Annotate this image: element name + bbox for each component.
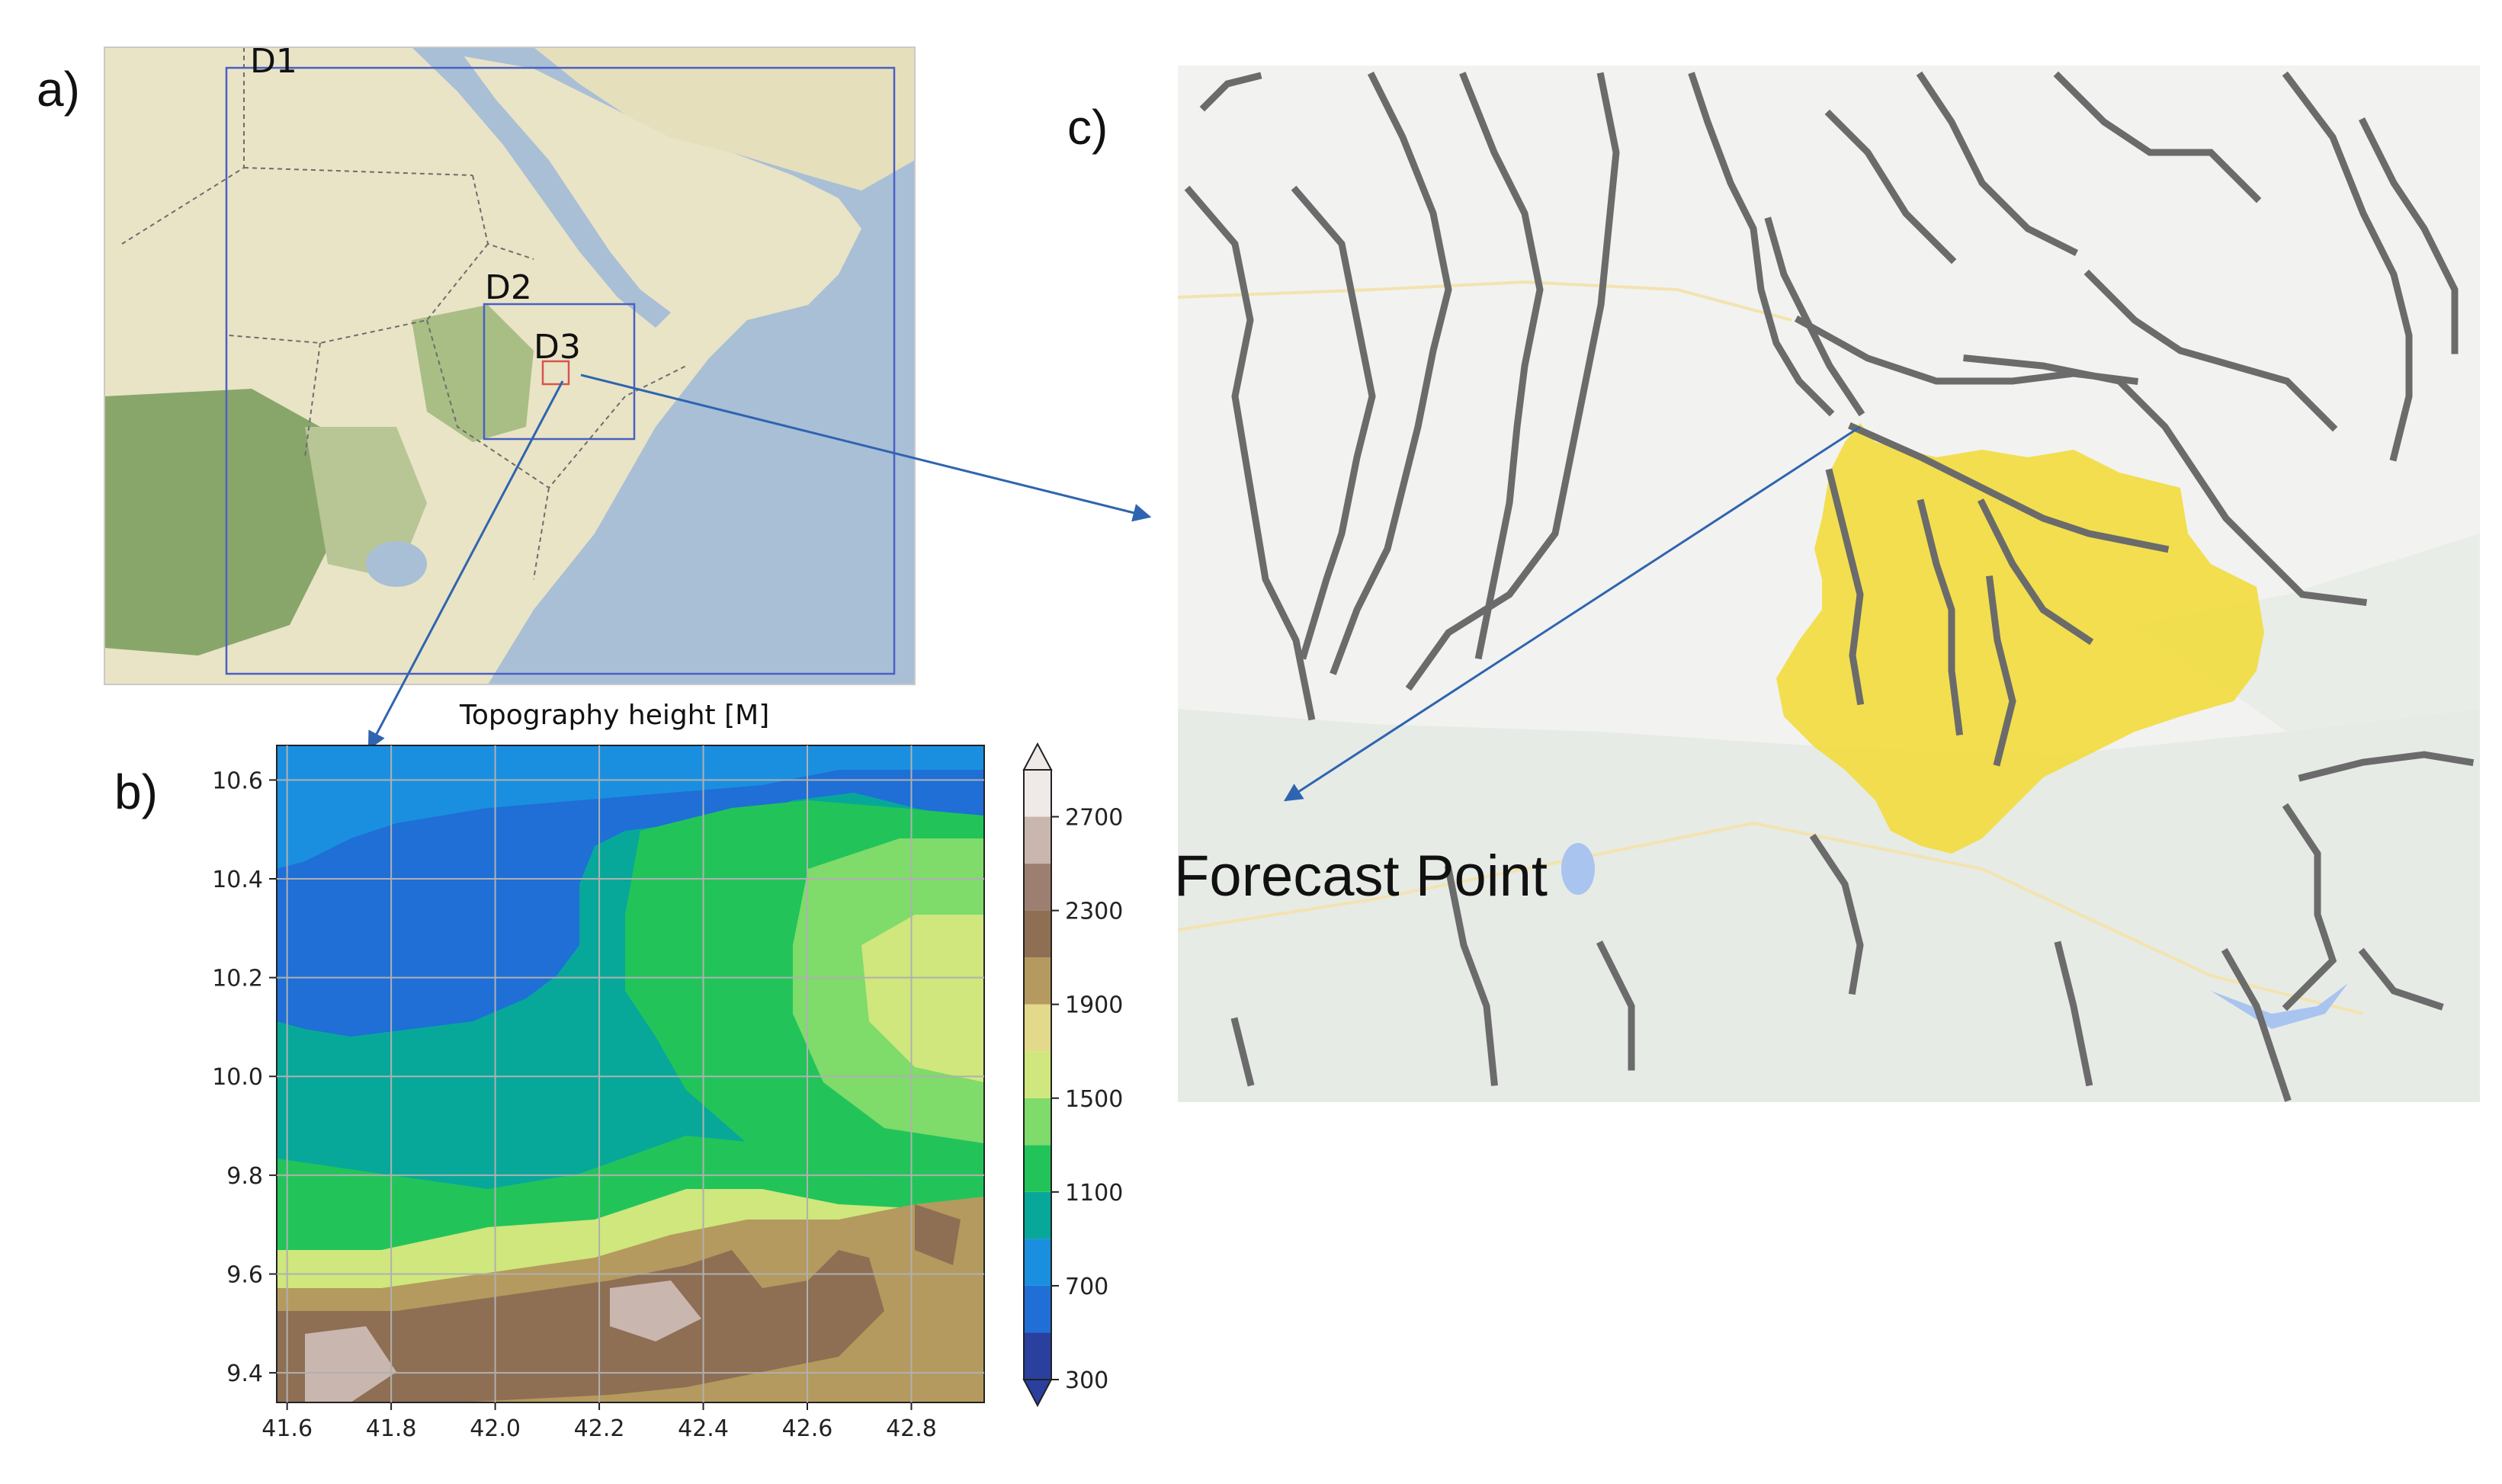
chart-grid — [277, 745, 984, 1402]
colorbar-tick-label: 1500 — [1065, 1086, 1123, 1113]
x-tick-label: 42.2 — [574, 1415, 625, 1442]
arrow-d3-to-topography — [367, 380, 564, 751]
forecast-point-label: Forecast Point — [1174, 844, 1548, 909]
domain-d1-box — [225, 66, 896, 675]
x-tick-label: 41.8 — [366, 1415, 417, 1442]
panel-b-label: b) — [114, 764, 158, 819]
colorbar-level — [1024, 1239, 1051, 1286]
colorbar-tick-label: 2700 — [1065, 805, 1123, 832]
colorbar-level — [1024, 864, 1051, 911]
colorbar-tick-label: 1900 — [1065, 992, 1123, 1019]
domain-d1-label: D1 — [250, 42, 297, 81]
colorbar-tick-label: 2300 — [1065, 899, 1123, 925]
arrow-catchment-to-forecast-point — [1283, 425, 1861, 802]
colorbar-level — [1024, 816, 1051, 864]
river-network — [1184, 71, 2475, 1102]
panel-a-label: a) — [37, 62, 80, 117]
y-tick-label: 9.6 — [226, 1261, 263, 1288]
colorbar-level — [1024, 770, 1051, 817]
y-tick-label: 9.4 — [226, 1361, 263, 1387]
topography-heatmap — [277, 745, 984, 1402]
colorbar-level — [1024, 1145, 1051, 1192]
colorbar-level — [1024, 1051, 1051, 1098]
colorbar-min-extension — [1022, 1379, 1053, 1408]
domain-d2-label: D2 — [485, 268, 532, 307]
chart-title: Topography height [M] — [460, 700, 770, 731]
x-tick-label: 42.4 — [678, 1415, 729, 1442]
y-axis-ticks: 10.6 10.4 10.2 10.0 9.8 9.6 9.4 — [212, 768, 277, 1387]
domain-d3-label: D3 — [534, 328, 581, 367]
colorbar-level — [1024, 1004, 1051, 1052]
colorbar-level — [1024, 1285, 1051, 1333]
x-tick-label: 41.6 — [261, 1415, 313, 1442]
y-tick-label: 10.0 — [212, 1064, 263, 1091]
y-tick-label: 9.8 — [226, 1163, 263, 1190]
colorbar-level — [1024, 1332, 1051, 1380]
y-tick-label: 10.4 — [212, 867, 263, 893]
colorbar-tick-label: 1100 — [1065, 1180, 1123, 1207]
x-tick-label: 42.0 — [470, 1415, 521, 1442]
colorbar-level — [1024, 1098, 1051, 1146]
domain-d2-box — [483, 303, 636, 441]
colorbar-level — [1024, 1191, 1051, 1239]
catchment-area — [1776, 423, 2264, 854]
colorbar-tick-label: 700 — [1065, 1274, 1108, 1300]
y-tick-label: 10.6 — [212, 768, 263, 794]
colorbar-tick-label: 300 — [1065, 1367, 1108, 1394]
x-tick-label: 42.8 — [886, 1415, 937, 1442]
colorbar-max-extension — [1022, 742, 1053, 771]
colorbar-level — [1024, 910, 1051, 958]
regional-map — [104, 47, 915, 684]
x-axis-ticks: 41.6 41.8 42.0 42.2 42.4 42.6 42.8 — [261, 1402, 937, 1442]
colorbar-level — [1024, 957, 1051, 1005]
panel-c-label: c) — [1067, 100, 1108, 155]
colorbar-outline — [1023, 769, 1052, 1380]
y-tick-label: 10.2 — [212, 966, 263, 992]
colorbar: 2700 2300 1900 1500 1100 700 300 — [1022, 742, 1123, 1408]
x-tick-label: 42.6 — [782, 1415, 833, 1442]
domain-d3-box — [541, 360, 570, 386]
catchment-map — [1178, 66, 2480, 1102]
arrow-d3-to-catchment — [580, 373, 1152, 522]
